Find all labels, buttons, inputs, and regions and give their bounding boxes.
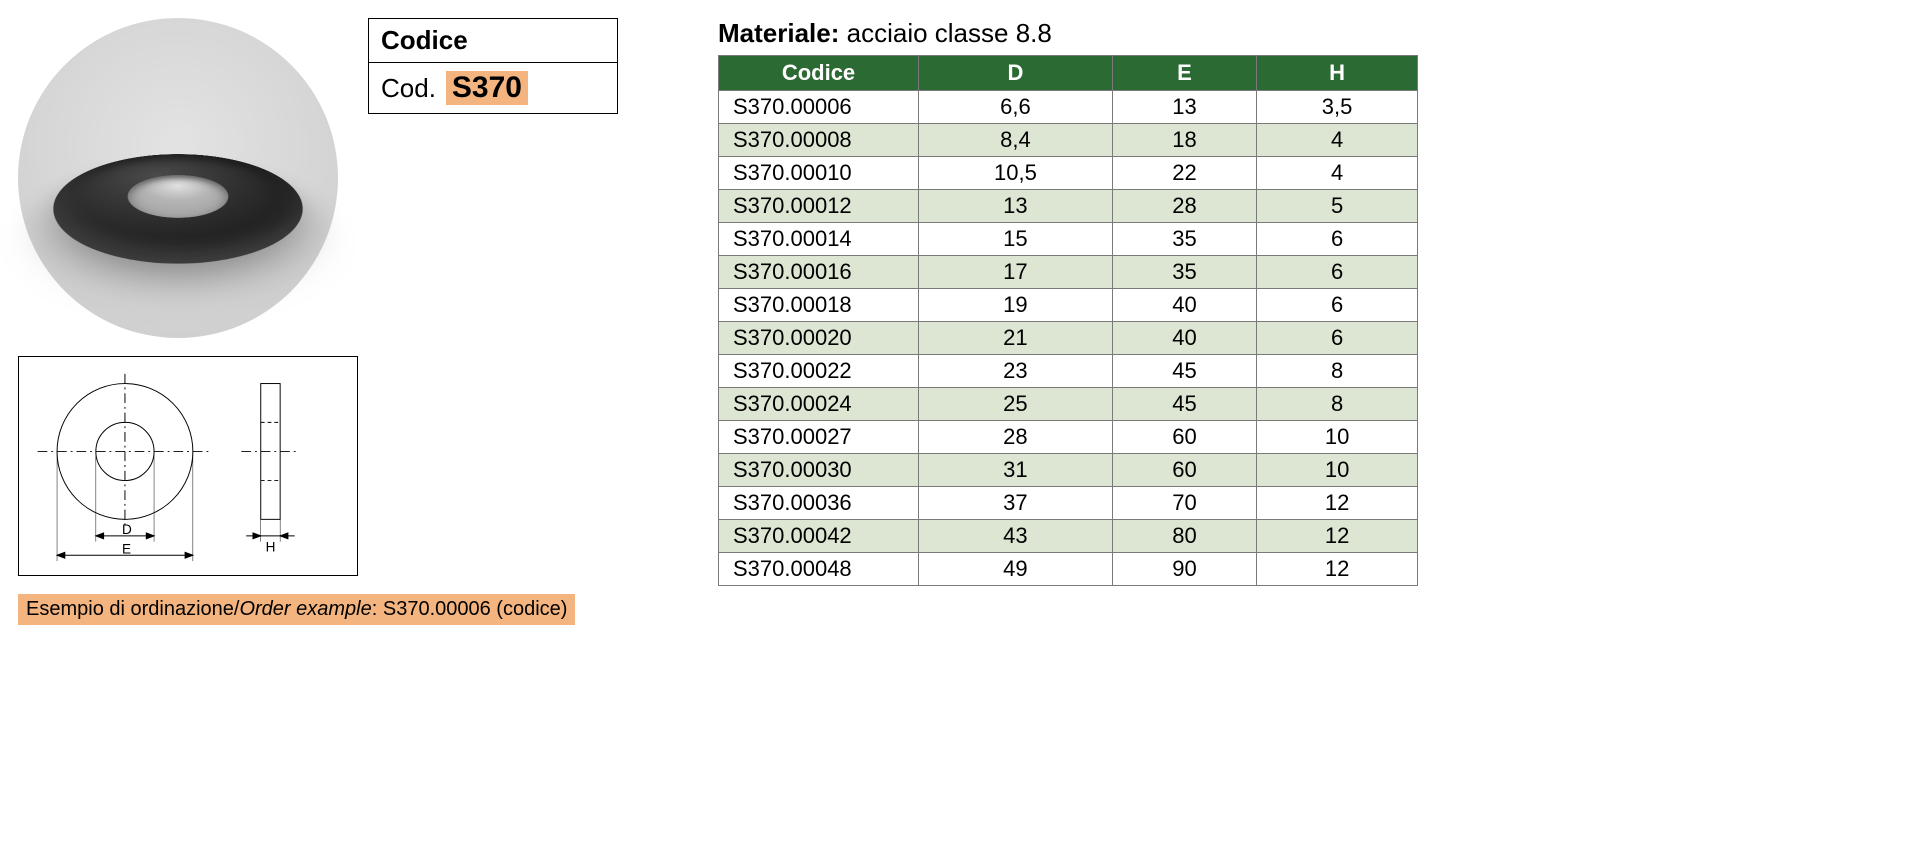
value-cell: 12	[1257, 553, 1418, 586]
material-label: Materiale:	[718, 18, 839, 48]
value-cell: 5	[1257, 190, 1418, 223]
code-cell: S370.00020	[719, 322, 919, 355]
product-photo	[18, 18, 338, 338]
table-row: S370.0002223458	[719, 355, 1418, 388]
value-cell: 3,5	[1257, 91, 1418, 124]
value-cell: 40	[1112, 289, 1256, 322]
table-header: H	[1257, 56, 1418, 91]
svg-text:D: D	[122, 522, 132, 537]
value-cell: 4	[1257, 124, 1418, 157]
table-row: S370.00030316010	[719, 454, 1418, 487]
code-cell: S370.00048	[719, 553, 919, 586]
value-cell: 6	[1257, 223, 1418, 256]
value-cell: 31	[919, 454, 1113, 487]
value-cell: 12	[1257, 520, 1418, 553]
code-cell: S370.00008	[719, 124, 919, 157]
table-row: S370.00048499012	[719, 553, 1418, 586]
table-row: S370.0001617356	[719, 256, 1418, 289]
code-prefix: Cod.	[381, 73, 436, 104]
svg-text:H: H	[266, 539, 276, 554]
value-cell: 8	[1257, 355, 1418, 388]
table-row: S370.0001819406	[719, 289, 1418, 322]
value-cell: 15	[919, 223, 1113, 256]
value-cell: 22	[1112, 157, 1256, 190]
value-cell: 18	[1112, 124, 1256, 157]
value-cell: 10	[1257, 454, 1418, 487]
value-cell: 28	[919, 421, 1113, 454]
table-header: D	[919, 56, 1113, 91]
technical-drawing: D E H	[18, 356, 358, 576]
value-cell: 23	[919, 355, 1113, 388]
order-example: Esempio di ordinazione/Order example: S3…	[18, 594, 575, 625]
material-line: Materiale: acciaio classe 8.8	[718, 18, 1902, 49]
value-cell: 4	[1257, 157, 1418, 190]
value-cell: 8	[1257, 388, 1418, 421]
washer-render	[13, 154, 343, 264]
value-cell: 12	[1257, 487, 1418, 520]
table-row: S370.0001213285	[719, 190, 1418, 223]
table-row: S370.0002021406	[719, 322, 1418, 355]
table-row: S370.0001415356	[719, 223, 1418, 256]
value-cell: 60	[1112, 454, 1256, 487]
table-row: S370.0001010,5224	[719, 157, 1418, 190]
value-cell: 25	[919, 388, 1113, 421]
table-row: S370.000066,6133,5	[719, 91, 1418, 124]
table-row: S370.00027286010	[719, 421, 1418, 454]
code-cell: S370.00027	[719, 421, 919, 454]
code-cell: S370.00036	[719, 487, 919, 520]
value-cell: 37	[919, 487, 1113, 520]
table-header: E	[1112, 56, 1256, 91]
code-cell: S370.00042	[719, 520, 919, 553]
value-cell: 40	[1112, 322, 1256, 355]
value-cell: 45	[1112, 355, 1256, 388]
value-cell: 8,4	[919, 124, 1113, 157]
code-cell: S370.00014	[719, 223, 919, 256]
code-cell: S370.00010	[719, 157, 919, 190]
value-cell: 13	[1112, 91, 1256, 124]
code-cell: S370.00016	[719, 256, 919, 289]
table-row: S370.00036377012	[719, 487, 1418, 520]
value-cell: 6,6	[919, 91, 1113, 124]
value-cell: 21	[919, 322, 1113, 355]
table-row: S370.0002425458	[719, 388, 1418, 421]
example-prefix: Esempio di ordinazione/	[26, 598, 239, 620]
value-cell: 49	[919, 553, 1113, 586]
value-cell: 19	[919, 289, 1113, 322]
value-cell: 6	[1257, 256, 1418, 289]
code-cell: S370.00022	[719, 355, 919, 388]
value-cell: 45	[1112, 388, 1256, 421]
value-cell: 28	[1112, 190, 1256, 223]
value-cell: 43	[919, 520, 1113, 553]
code-cell: S370.00012	[719, 190, 919, 223]
code-cell: S370.00030	[719, 454, 919, 487]
value-cell: 13	[919, 190, 1113, 223]
value-cell: 6	[1257, 322, 1418, 355]
code-cell: S370.00018	[719, 289, 919, 322]
code-box: Codice Cod. S370	[368, 18, 618, 114]
value-cell: 10	[1257, 421, 1418, 454]
code-cell: S370.00006	[719, 91, 919, 124]
table-row: S370.000088,4184	[719, 124, 1418, 157]
table-header: Codice	[719, 56, 919, 91]
value-cell: 70	[1112, 487, 1256, 520]
value-cell: 35	[1112, 223, 1256, 256]
spec-table: CodiceDEH S370.000066,6133,5S370.000088,…	[718, 55, 1418, 586]
value-cell: 60	[1112, 421, 1256, 454]
value-cell: 6	[1257, 289, 1418, 322]
value-cell: 17	[919, 256, 1113, 289]
code-cell: S370.00024	[719, 388, 919, 421]
value-cell: 80	[1112, 520, 1256, 553]
product-code: S370	[446, 71, 528, 105]
value-cell: 35	[1112, 256, 1256, 289]
material-value: acciaio classe 8.8	[847, 18, 1052, 48]
example-italic: Order example	[239, 598, 371, 620]
example-value: : S370.00006 (codice)	[372, 598, 568, 620]
svg-text:E: E	[122, 541, 131, 556]
value-cell: 10,5	[919, 157, 1113, 190]
code-box-header: Codice	[369, 19, 617, 63]
table-row: S370.00042438012	[719, 520, 1418, 553]
code-box-row: Cod. S370	[369, 63, 617, 113]
value-cell: 90	[1112, 553, 1256, 586]
